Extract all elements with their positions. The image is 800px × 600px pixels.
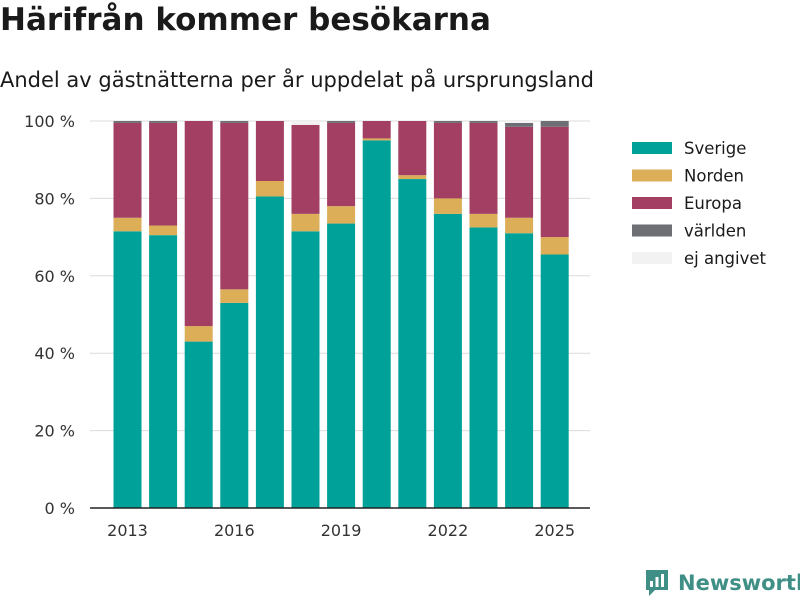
bar-segment-norden xyxy=(433,198,462,214)
bar-segment-världen xyxy=(505,122,534,127)
bar-segment-ej-angivet xyxy=(291,121,320,125)
bar-segment-norden xyxy=(291,213,320,232)
legend-label: Europa xyxy=(684,194,742,213)
bar-segment-europa xyxy=(220,122,249,290)
bar-segment-sverige xyxy=(433,213,462,508)
bar-segment-norden xyxy=(469,213,498,228)
bar-segment-sverige xyxy=(469,227,498,508)
bar-segment-europa xyxy=(184,121,213,327)
bar-segment-sverige xyxy=(540,254,569,508)
legend-swatch xyxy=(632,169,672,182)
legend-label: världen xyxy=(684,222,746,241)
bar-segment-europa xyxy=(149,122,178,226)
legend-swatch xyxy=(632,197,672,209)
bar-segment-norden xyxy=(184,326,213,342)
bar-segment-norden xyxy=(398,175,427,180)
chart-subtitle: Andel av gästnätterna per år uppdelat på… xyxy=(0,68,594,92)
bar-segment-norden xyxy=(362,138,391,141)
y-tick-label: 100 % xyxy=(24,112,75,131)
legend-label: Sverige xyxy=(684,139,746,158)
y-tick-label: 0 % xyxy=(45,499,75,518)
newsworthy-logo: Newsworthy xyxy=(644,569,800,597)
bar-segment-sverige xyxy=(149,235,178,509)
legend: Sverige Norden Europa världen ej angivet xyxy=(632,139,767,268)
bar-segment-sverige xyxy=(327,223,356,508)
bar-segment-europa xyxy=(469,122,498,214)
bar-segment-världen xyxy=(327,121,356,123)
x-tick-label: 2016 xyxy=(214,521,255,540)
bar-segment-världen xyxy=(469,121,498,123)
legend-label: ej angivet xyxy=(684,249,767,268)
bar-segment-norden xyxy=(113,217,142,232)
bar-segment-norden xyxy=(540,237,569,255)
bar-segment-europa xyxy=(398,121,427,176)
newsworthy-logo-text: Newsworthy xyxy=(678,571,800,595)
bar-segment-världen xyxy=(540,121,569,127)
bar-segment-norden xyxy=(505,217,534,234)
bar-segment-sverige xyxy=(113,231,142,509)
bar-segment-europa xyxy=(505,126,534,218)
x-axis-ticks: 2013 2016 2019 2022 2025 xyxy=(107,521,575,540)
bar-segment-sverige xyxy=(255,196,284,508)
bar-segment-sverige xyxy=(398,179,427,509)
bar-segment-världen xyxy=(220,121,249,123)
bar-segment-europa xyxy=(255,121,284,181)
x-tick-label: 2022 xyxy=(428,521,469,540)
bar-segment-europa xyxy=(291,124,320,214)
bar-segment-sverige xyxy=(505,233,534,509)
y-tick-label: 60 % xyxy=(34,267,75,286)
y-axis-ticks: 0 % 20 % 40 % 60 % 80 % 100 % xyxy=(24,112,75,518)
y-tick-label: 40 % xyxy=(34,344,75,363)
x-tick-label: 2025 xyxy=(534,521,575,540)
bar-segment-sverige xyxy=(184,341,213,508)
bar-segment-norden xyxy=(327,206,356,224)
bar-segment-sverige xyxy=(362,140,391,508)
bar-segment-världen xyxy=(113,121,142,123)
bar-segment-europa xyxy=(327,122,356,207)
bar-segment-sverige xyxy=(291,231,320,509)
legend-swatch xyxy=(632,224,672,237)
bar-segment-europa xyxy=(540,126,569,238)
bar-segment-europa xyxy=(433,122,462,199)
y-tick-label: 80 % xyxy=(34,189,75,208)
legend-swatch xyxy=(632,142,672,154)
legend-label: Norden xyxy=(684,167,744,186)
bar-segment-världen xyxy=(149,121,178,123)
chart-title: Härifrån kommer besökarna xyxy=(0,2,491,38)
legend-swatch xyxy=(632,252,672,264)
newsworthy-logo-icon xyxy=(646,570,668,596)
bar-segment-europa xyxy=(362,121,391,139)
bar-segment-norden xyxy=(149,225,178,236)
x-tick-label: 2013 xyxy=(107,521,148,540)
bar-segment-ej-angivet xyxy=(505,121,534,123)
bar-segment-norden xyxy=(220,289,249,303)
bar-segment-världen xyxy=(433,121,462,123)
bar-segment-sverige xyxy=(220,302,249,508)
y-tick-label: 20 % xyxy=(34,422,75,441)
bar-segment-europa xyxy=(113,122,142,218)
bar-segment-norden xyxy=(255,180,284,197)
bars xyxy=(113,121,569,509)
x-tick-label: 2019 xyxy=(321,521,362,540)
